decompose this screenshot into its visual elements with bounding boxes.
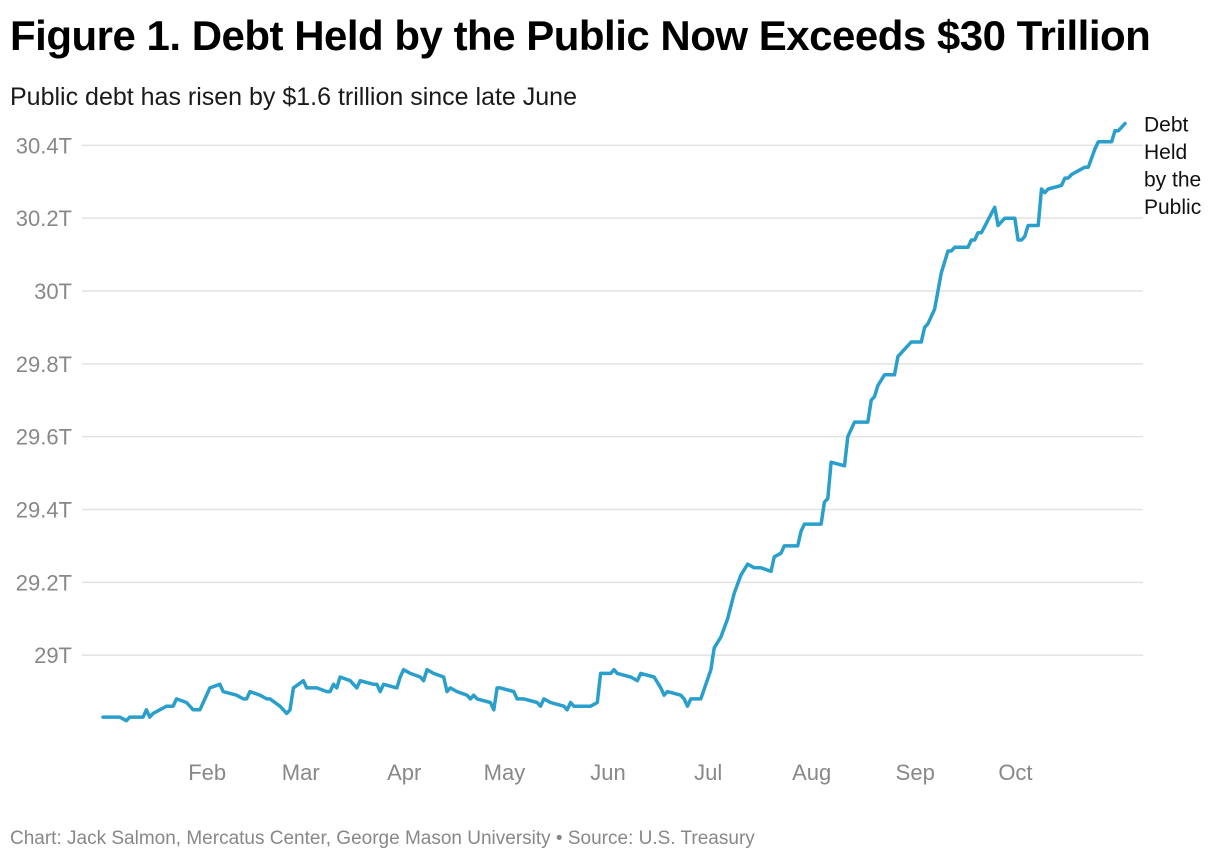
series-label-line: Public — [1144, 196, 1201, 219]
y-tick-label: 29.8T — [16, 352, 72, 377]
y-tick-label: 29.6T — [16, 425, 72, 450]
y-tick-label: 30.4T — [16, 133, 72, 158]
series-label-line: by the — [1144, 169, 1201, 192]
line-chart: 29T 29.2T 29.4T 29.6T 29.8T 30T 30.2T 30.4T Feb… — [16, 114, 1201, 786]
series-label-line: Debt — [1144, 114, 1189, 137]
y-tick-label: 29.2T — [16, 570, 72, 595]
y-tick-label: 29.4T — [16, 498, 72, 523]
chart-title: Figure 1. Debt Held by the Public Now Ex… — [10, 12, 1151, 59]
x-tick-label: Mar — [282, 760, 320, 785]
x-tick-label: Sep — [896, 760, 935, 785]
x-tick-label: Feb — [188, 760, 226, 785]
y-tick-label: 30.2T — [16, 206, 72, 231]
chart-subtitle: Public debt has risen by $1.6 trillion s… — [10, 83, 577, 111]
series-label-line: Held — [1144, 141, 1187, 164]
x-tick-label: Jun — [590, 760, 625, 785]
series-labels: Debt Held by the Public — [1144, 114, 1201, 220]
series-layer — [101, 121, 1127, 723]
chart-source: Chart: Jack Salmon, Mercatus Center, Geo… — [10, 828, 755, 849]
y-tick-label: 29T — [34, 643, 72, 668]
series-line-debt-held-by-the-public — [101, 121, 1127, 723]
y-axis-ticks: 29T 29.2T 29.4T 29.6T 29.8T 30T 30.2T 30.4T — [16, 133, 72, 668]
x-tick-label: May — [484, 760, 526, 785]
x-tick-label: Jul — [694, 760, 722, 785]
x-axis-ticks: Feb Mar Apr May Jun Jul Aug Sep Oct — [188, 760, 1032, 785]
x-tick-label: Aug — [792, 760, 831, 785]
gridlines — [82, 144, 1143, 656]
y-tick-label: 30T — [34, 279, 72, 304]
x-tick-label: Oct — [998, 760, 1032, 785]
x-tick-label: Apr — [387, 760, 421, 785]
